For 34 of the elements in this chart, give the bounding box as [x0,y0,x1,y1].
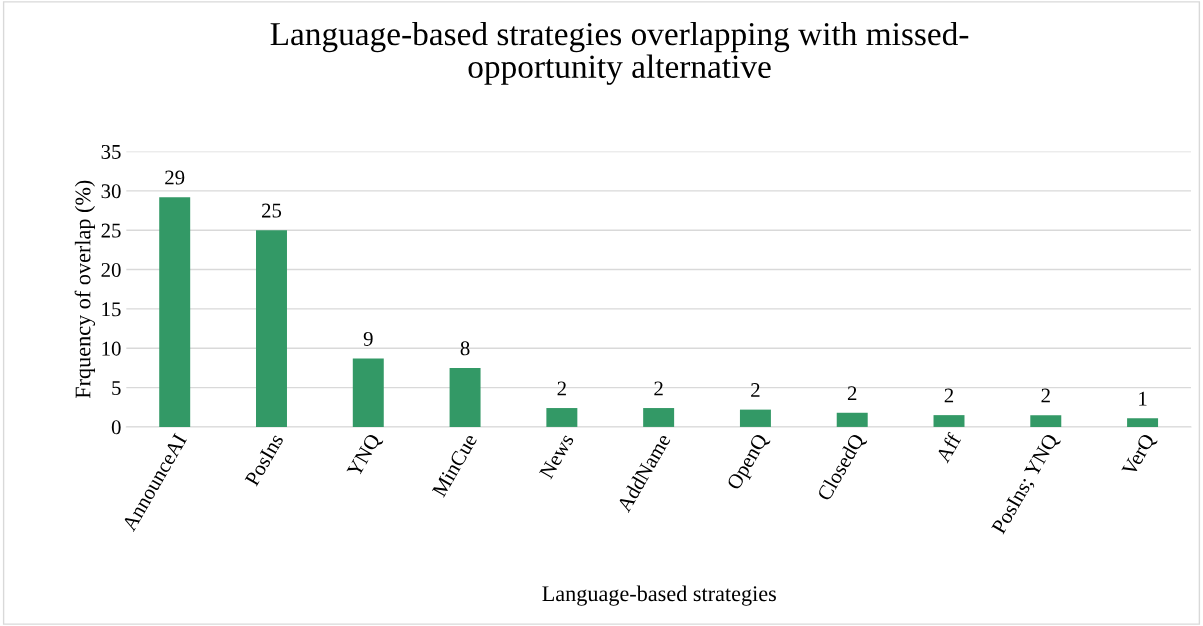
bar [159,197,191,427]
bar [643,408,675,427]
y-axis-title: Frquency of overlap (%) [74,180,96,399]
y-tick-label: 35 [101,144,121,159]
bar [546,408,578,427]
y-tick-label: 0 [111,420,121,435]
data-label: 25 [261,203,282,218]
data-label: 29 [165,170,185,185]
data-label: 8 [460,341,470,356]
x-axis-title: Language-based strategies [542,585,776,606]
bar [1127,418,1159,427]
y-tick-label: 20 [101,262,121,277]
data-label: 9 [363,331,373,346]
y-tick-label: 30 [101,184,121,199]
y-tick-label: 5 [112,381,121,396]
data-label: 2 [1041,388,1050,403]
y-tick-label: 15 [102,302,121,317]
y-tick-label: 10 [102,341,121,356]
data-label: 1 [1139,391,1147,406]
bar [739,409,771,427]
bar [256,230,287,427]
y-tick-label: 25 [101,223,121,238]
bar [449,367,481,427]
bar [933,415,965,427]
bar [352,358,384,427]
data-label: 2 [654,381,663,396]
chart-title: Language-based strategies overlapping with missed- opportunity alternative [270,21,969,85]
data-label: 2 [847,386,857,400]
x-tick-label: Aff [934,431,962,464]
data-label: 2 [751,383,760,397]
data-label: 2 [557,381,566,396]
bar [1030,415,1062,427]
data-label: 2 [944,388,954,403]
bar [836,412,868,427]
